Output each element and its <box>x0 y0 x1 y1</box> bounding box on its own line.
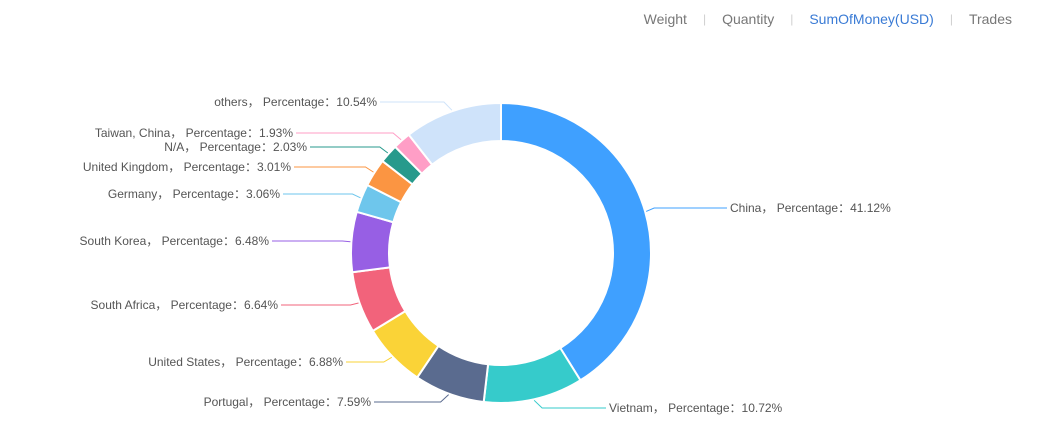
slice-label-portugal: Portugal， Percentage：7.59% <box>204 395 372 409</box>
metric-tabs: Weight | Quantity | SumOfMoney(USD) | Tr… <box>642 10 1014 28</box>
leader-line-south-africa <box>281 302 359 306</box>
leader-line-china <box>645 207 727 212</box>
tab-separator: | <box>949 12 953 26</box>
tab-separator: | <box>702 12 707 26</box>
tab-sum-of-money[interactable]: SumOfMoney(USD) <box>809 11 934 27</box>
donut-slice-others[interactable] <box>407 101 502 167</box>
tab-trades[interactable]: Trades <box>968 11 1012 27</box>
slice-label-united-states: United States， Percentage：6.88% <box>148 355 343 369</box>
slice-label-south-africa: South Africa， Percentage：6.64% <box>91 298 279 312</box>
slice-label-germany: Germany， Percentage：3.06% <box>108 187 280 201</box>
tab-weight[interactable]: Weight <box>643 11 687 27</box>
leader-line-others <box>380 101 453 111</box>
leader-line-vietnam <box>533 399 606 409</box>
leader-line-united-kingdom <box>294 166 374 173</box>
slice-label-vietnam: Vietnam， Percentage：10.72% <box>609 401 783 415</box>
slice-label-others: others， Percentage：10.54% <box>214 95 377 109</box>
slice-label-china: China， Percentage：41.12% <box>730 201 891 215</box>
leader-line-portugal <box>374 394 449 403</box>
tab-quantity[interactable]: Quantity <box>722 11 775 27</box>
slice-label-united-kingdom: United Kingdom， Percentage：3.01% <box>83 160 291 174</box>
leader-line-taiwan-china <box>296 132 402 141</box>
donut-slice-vietnam[interactable] <box>482 346 582 404</box>
tab-separator: | <box>790 12 794 26</box>
leader-line-south-korea <box>272 240 351 243</box>
leader-line-n-a <box>310 146 389 154</box>
donut-slice-china[interactable] <box>500 101 652 382</box>
slice-label-south-korea: South Korea， Percentage：6.48% <box>80 234 270 248</box>
slice-label-taiwan-china: Taiwan, China， Percentage：1.93% <box>95 126 293 140</box>
slice-label-n-a: N/A， Percentage：2.03% <box>164 140 307 154</box>
leader-line-united-states <box>346 356 393 363</box>
leader-line-germany <box>283 193 361 199</box>
